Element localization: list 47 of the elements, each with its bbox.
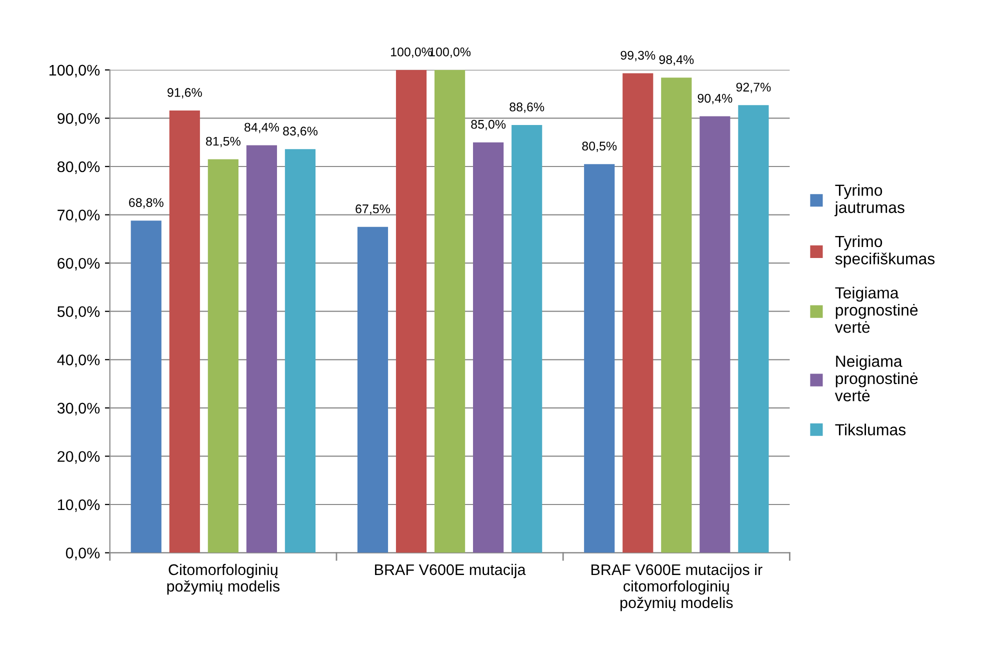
bar	[512, 124, 542, 553]
y-tick-label: 60,0%	[58, 258, 100, 271]
legend-label: Tyrimo jautrumas	[834, 184, 904, 216]
y-tick-label: 70,0%	[58, 210, 100, 222]
data-label: 98,4%	[659, 55, 694, 66]
data-label: 99,3%	[620, 50, 656, 62]
bar	[622, 73, 654, 553]
bar	[473, 142, 504, 553]
data-label: 68,8%	[129, 198, 164, 208]
legend-label: Tikslumas	[835, 424, 906, 436]
x-tick-label: Citomorfologinių požymių modelis	[167, 564, 280, 595]
y-tick-label: 100,0%	[50, 64, 100, 78]
bar	[396, 70, 427, 553]
legend-label: Tyrimo specifiškumas	[835, 235, 935, 268]
bar	[208, 159, 238, 553]
y-tick-label: 20,0%	[58, 451, 100, 464]
data-label: 85,0%	[471, 120, 506, 130]
data-label: 91,6%	[168, 88, 202, 98]
bar	[584, 164, 615, 553]
y-tick-label: 10,0%	[58, 499, 100, 512]
y-tick-label: 0,0%	[66, 548, 100, 560]
data-label: 81,5%	[206, 136, 240, 148]
bar	[169, 110, 200, 553]
legend-label: Neigiama prognostinė vertė	[834, 355, 918, 402]
x-tick-label: BRAF V600E mutacijos ir citomorfologinių požymių modelis	[591, 564, 762, 612]
bar	[434, 70, 466, 553]
y-tick-label: 50,0%	[57, 306, 100, 319]
bar	[700, 116, 730, 553]
data-label: 67,5%	[356, 204, 390, 215]
y-tick-label: 30,0%	[57, 402, 100, 416]
y-tick-label: 80,0%	[57, 161, 100, 174]
y-tick-label: 40,0%	[57, 354, 100, 368]
data-label: 92,7%	[736, 82, 771, 94]
bar	[738, 105, 769, 553]
bar	[130, 220, 162, 553]
bar	[357, 226, 388, 553]
legend-label: Teigiama prognostinė vertė	[834, 286, 918, 333]
x-tick-label: BRAF V600E mutacija	[375, 564, 526, 578]
bar	[661, 78, 692, 553]
y-tick-label: 90,0%	[58, 113, 100, 126]
data-label: 80,5%	[582, 142, 617, 152]
data-label: 84,4%	[244, 122, 279, 134]
data-label: 83,6%	[283, 126, 318, 138]
bar	[246, 145, 277, 553]
bar	[284, 149, 316, 553]
data-label: 88,6%	[510, 102, 544, 113]
data-label: 90,4%	[698, 94, 732, 104]
